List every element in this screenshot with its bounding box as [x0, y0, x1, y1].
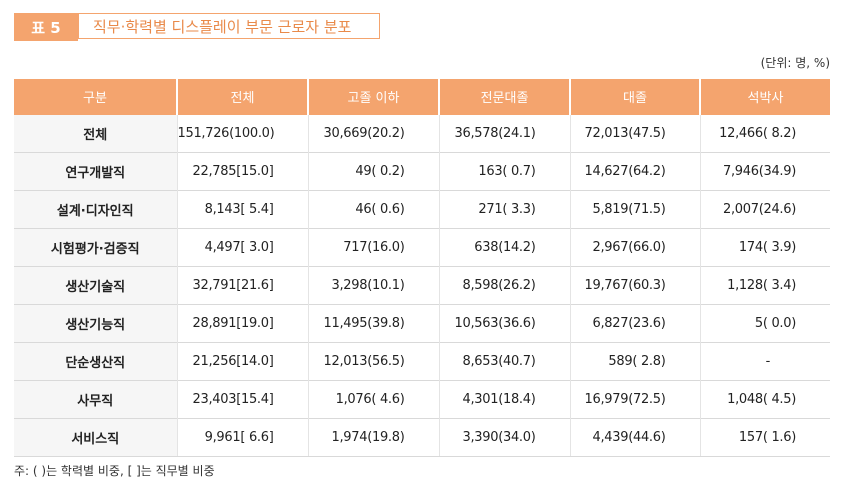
table-cell: 157( 1.6) [699, 418, 830, 457]
table-row: 사무직 23,403[15.4] 1,076( 4.6) 4,301(18.4) 16,… [14, 380, 830, 419]
table-row: 단순생산직 21,256[14.0] 12,013(56.5) 8,653(40.7)… [14, 342, 830, 381]
table-cell: 72,013(47.5) [569, 113, 700, 153]
footnote: 주: ( )는 학력별 비중, [ ]는 직무별 비중 [14, 464, 215, 478]
table-cell: 12,466( 8.2) [699, 113, 830, 153]
row-label: 생산기술직 [14, 266, 177, 305]
table-cell: 151,726(100.0) [176, 113, 308, 153]
table-cell: 7,946(34.9) [699, 152, 830, 191]
row-label: 설계·디자인직 [14, 190, 177, 229]
column-header: 구분 [14, 79, 177, 114]
table-cell: 4,497[ 3.0] [176, 228, 308, 267]
table-cell: 16,979(72.5) [569, 380, 700, 419]
unit-label: (단위: 명, %) [760, 56, 830, 70]
table-cell: 4,301(18.4) [438, 380, 570, 419]
table-row: 시험평가·검증직 4,497[ 3.0] 717(16.0) 638(14.2) 2,9… [14, 228, 830, 267]
table-cell: 2,967(66.0) [569, 228, 700, 267]
table-cell: 638(14.2) [438, 228, 570, 267]
table-cell: 8,143[ 5.4] [176, 190, 308, 229]
table-cell: 174( 3.9) [699, 228, 830, 267]
table-cell: 4,439(44.6) [569, 418, 700, 457]
table-cell: 46( 0.6) [307, 190, 439, 229]
table-cell: 6,827(23.6) [569, 304, 700, 343]
column-header: 고졸 이하 [307, 79, 439, 114]
row-label: 서비스직 [14, 418, 177, 457]
table-cell: 11,495(39.8) [307, 304, 439, 343]
table-cell: 23,403[15.4] [176, 380, 308, 419]
table-cell: 589( 2.8) [569, 342, 700, 381]
table-cell: 1,974(19.8) [307, 418, 439, 457]
table-cell: 30,669(20.2) [307, 113, 439, 153]
table-row: 생산기능직 28,891[19.0] 11,495(39.8) 10,563(36.6… [14, 304, 830, 343]
table-cell: 10,563(36.6) [438, 304, 570, 343]
row-label: 단순생산직 [14, 342, 177, 381]
table-cell: 1,048( 4.5) [699, 380, 830, 419]
table-cell: 8,653(40.7) [438, 342, 570, 381]
table-cell: 8,598(26.2) [438, 266, 570, 305]
table-cell: 49( 0.2) [307, 152, 439, 191]
row-label: 생산기능직 [14, 304, 177, 343]
row-label: 전체 [14, 113, 177, 153]
column-header: 석박사 [699, 79, 830, 114]
column-header: 전문대졸 [438, 79, 570, 114]
column-header: 대졸 [569, 79, 700, 114]
table-cell: 2,007(24.6) [699, 190, 830, 229]
table-cell: 163( 0.7) [438, 152, 570, 191]
distribution-table: 구분 전체 고졸 이하 전문대졸 대졸 석박사 전체 151,726(100.0) 30,66… [14, 79, 830, 457]
table-cell: 32,791[21.6] [176, 266, 308, 305]
table-cell: 12,013(56.5) [307, 342, 439, 381]
table-row: 연구개발직 22,785[15.0] 49( 0.2) 163( 0.7) 14,627… [14, 152, 830, 191]
column-header: 전체 [176, 79, 308, 114]
row-label: 사무직 [14, 380, 177, 419]
table-row: 설계·디자인직 8,143[ 5.4] 46( 0.6) 271( 3.3) 5,819… [14, 190, 830, 229]
table-cell: 1,076( 4.6) [307, 380, 439, 419]
table-cell: 28,891[19.0] [176, 304, 308, 343]
table-cell: 22,785[15.0] [176, 152, 308, 191]
table-cell: 271( 3.3) [438, 190, 570, 229]
table-cell: 14,627(64.2) [569, 152, 700, 191]
table-cell: 5,819(71.5) [569, 190, 700, 229]
table-cell: 21,256[14.0] [176, 342, 308, 381]
table-header-row: 구분 전체 고졸 이하 전문대졸 대졸 석박사 [14, 79, 830, 114]
table-title-text: 직무·학력별 디스플레이 부문 근로자 분포 [78, 13, 380, 39]
table-cell: 19,767(60.3) [569, 266, 700, 305]
row-label: 연구개발직 [14, 152, 177, 191]
table-cell: 9,961[ 6.6] [176, 418, 308, 457]
table-row: 서비스직 9,961[ 6.6] 1,974(19.8) 3,390(34.0) 4,4… [14, 418, 830, 457]
table-cell: 3,390(34.0) [438, 418, 570, 457]
table-title: 표 5 직무·학력별 디스플레이 부문 근로자 분포 [14, 13, 380, 41]
row-label: 시험평가·검증직 [14, 228, 177, 267]
table-cell: 3,298(10.1) [307, 266, 439, 305]
table-row: 전체 151,726(100.0) 30,669(20.2) 36,578(24.1)… [14, 113, 830, 153]
table-cell: - [699, 342, 830, 381]
table-number-badge: 표 5 [14, 13, 78, 41]
table-cell: 5( 0.0) [699, 304, 830, 343]
table-cell: 36,578(24.1) [438, 113, 570, 153]
table-row: 생산기술직 32,791[21.6] 3,298(10.1) 8,598(26.2) 1… [14, 266, 830, 305]
table-cell: 717(16.0) [307, 228, 439, 267]
table-cell: 1,128( 3.4) [699, 266, 830, 305]
